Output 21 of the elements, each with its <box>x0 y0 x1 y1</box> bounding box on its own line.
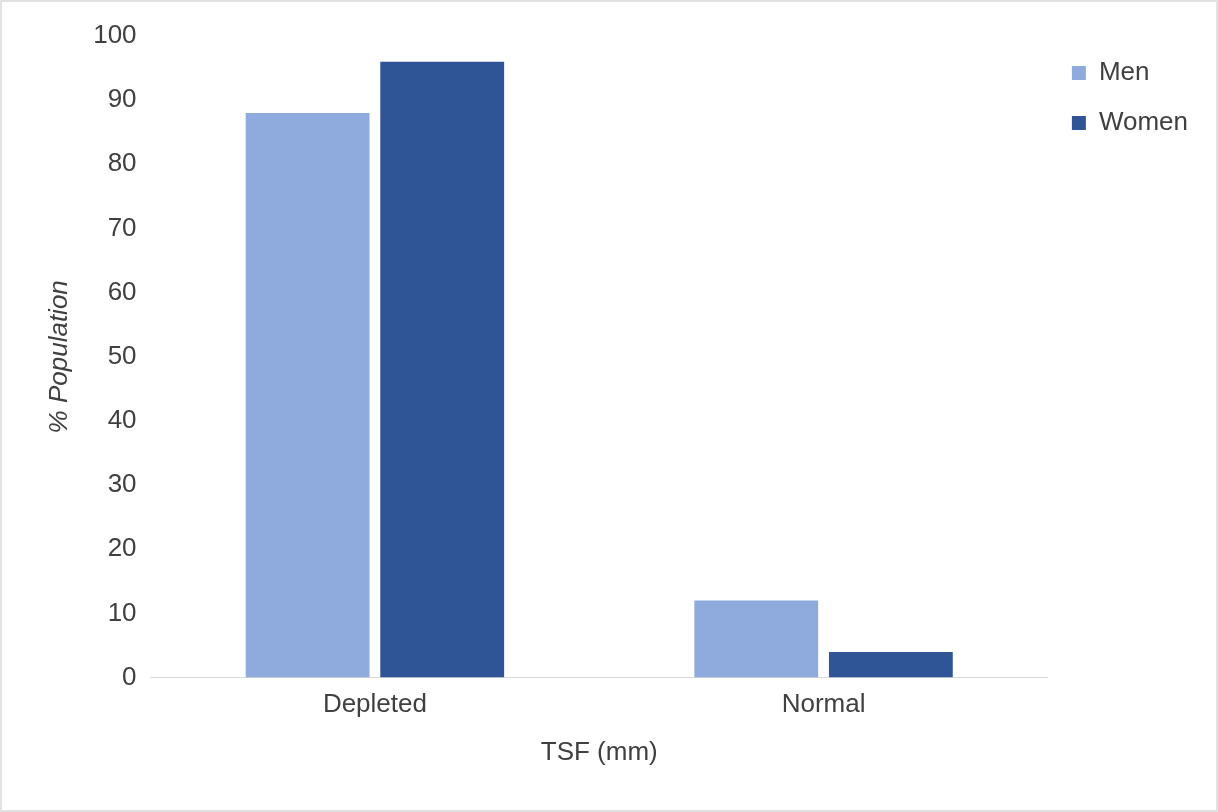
y-tick-label: 70 <box>107 211 137 242</box>
x-tick-label: Depleted <box>322 688 427 719</box>
y-tick-label: 100 <box>93 19 137 50</box>
y-tick-label: 90 <box>107 83 137 114</box>
y-tick-label: 60 <box>107 275 137 306</box>
bar <box>694 600 819 678</box>
y-axis-title: % Population <box>42 280 73 434</box>
legend-label: Men <box>1098 56 1150 87</box>
x-tick-label: Normal <box>781 688 866 719</box>
bar <box>245 112 370 678</box>
x-axis-title: TSF (mm) <box>540 735 658 766</box>
bar <box>380 61 505 678</box>
y-tick-label: 40 <box>107 404 137 435</box>
y-tick-label: 30 <box>107 468 137 499</box>
y-tick-label: 20 <box>107 532 137 563</box>
y-tick-label: 10 <box>107 596 137 627</box>
y-tick-label: 80 <box>107 147 137 178</box>
y-tick-label: 50 <box>107 339 137 370</box>
bar <box>828 651 953 678</box>
y-tick-label: 0 <box>122 660 137 691</box>
legend-label: Women <box>1098 106 1188 137</box>
